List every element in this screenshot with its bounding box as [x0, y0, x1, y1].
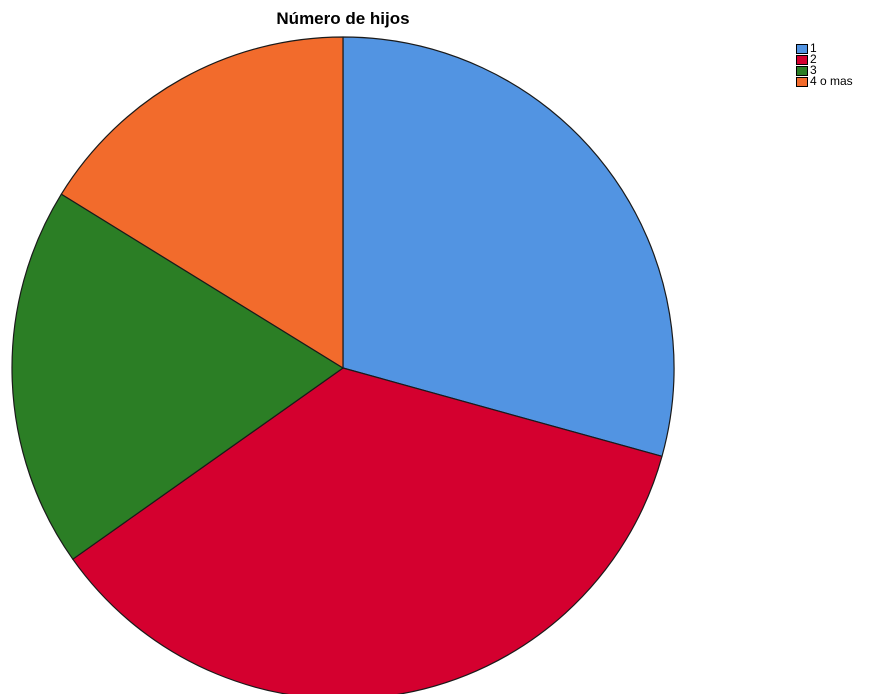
pie-slice-3 — [11, 193, 344, 560]
legend-label: 1 — [810, 41, 817, 55]
chart-title: Número de hijos — [276, 9, 410, 28]
legend-label: 4 o mas — [810, 74, 853, 88]
pie-slices — [11, 36, 675, 694]
legend-swatch — [796, 65, 808, 76]
legend-label: 2 — [810, 52, 817, 66]
legend-item: 2 — [796, 52, 853, 66]
pie-slice-2 — [72, 367, 663, 694]
pie-slice-1 — [342, 36, 675, 457]
pie-slice-4-o-mas — [60, 36, 344, 369]
legend-swatch — [796, 43, 808, 54]
legend-swatch — [796, 76, 808, 87]
legend-item: 4 o mas — [796, 74, 853, 88]
legend-item: 1 — [796, 41, 853, 55]
legend-item: 3 — [796, 63, 853, 77]
legend-swatch — [796, 54, 808, 65]
legend-label: 3 — [810, 63, 817, 77]
pie-chart — [11, 36, 675, 694]
